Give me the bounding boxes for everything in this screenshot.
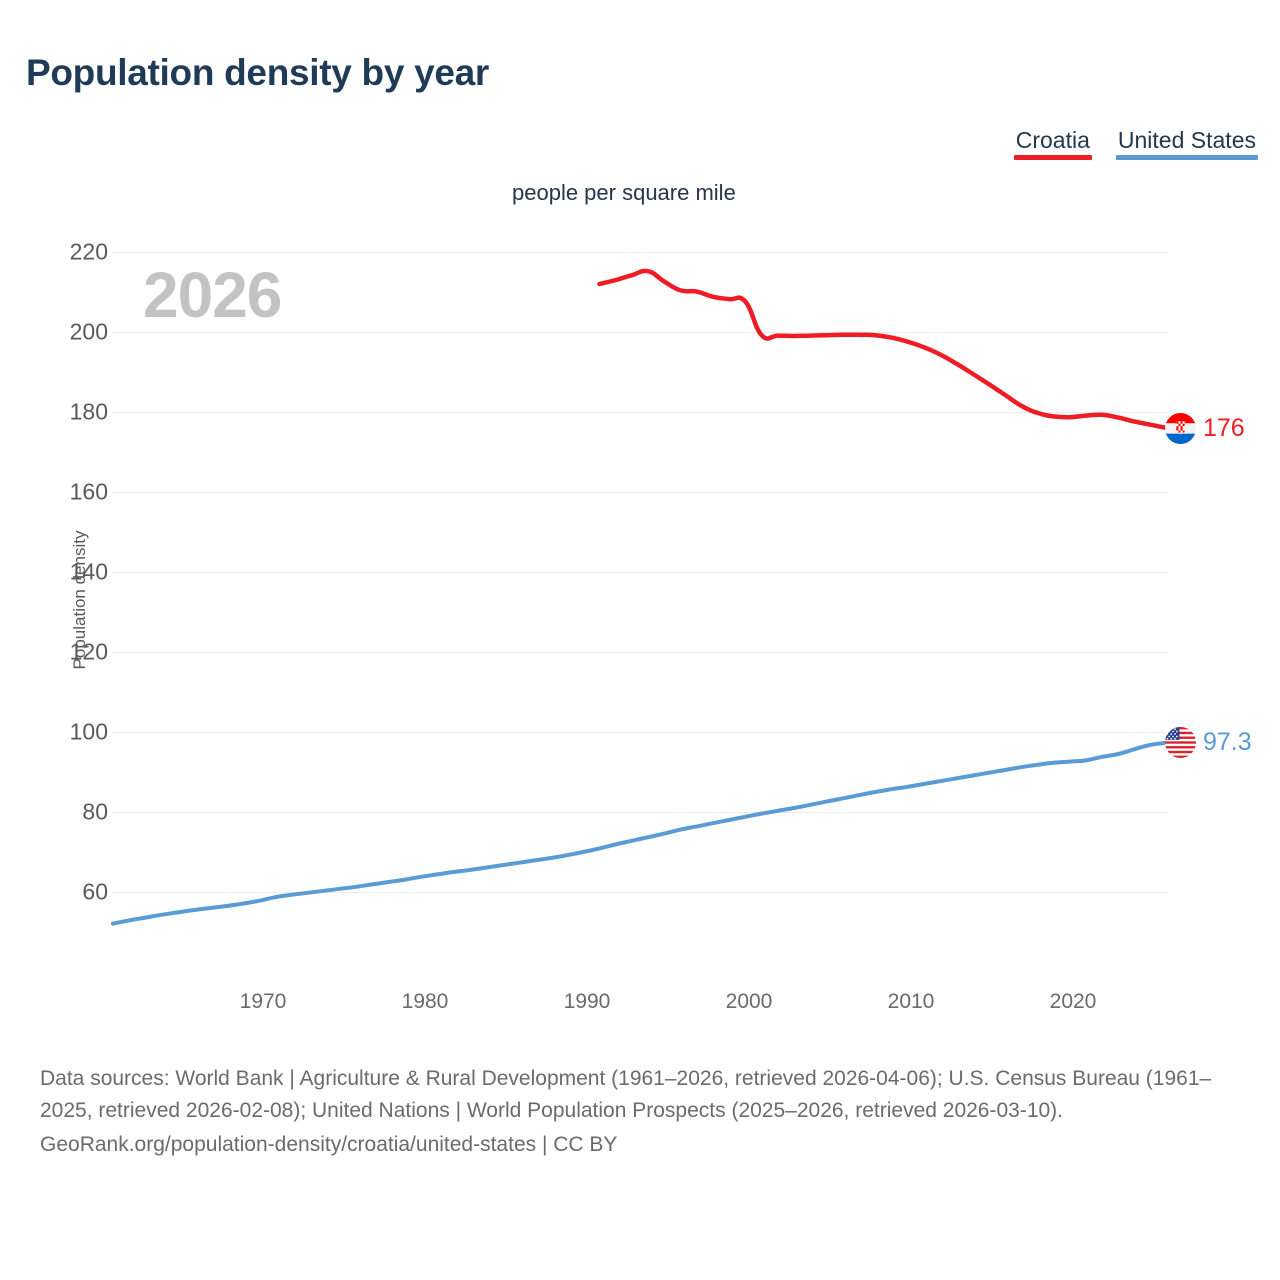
endpoint-value-croatia: 176 [1203,413,1245,442]
x-tick-1970: 1970 [239,990,287,1013]
gridline-100 [113,732,1167,733]
legend-label-united-states: United States [1117,127,1256,153]
footer-url[interactable]: GeoRank.org/population-density/croatia/u… [40,1132,618,1156]
gridline-120 [113,652,1167,653]
x-tick-1990: 1990 [563,990,611,1013]
endpoint-croatia[interactable]: 176 [1165,412,1245,444]
legend-item-croatia[interactable]: Croatia [1013,127,1092,161]
legend-label-croatia: Croatia [1015,127,1090,153]
series-line-croatia [597,268,1170,431]
gridline-140 [113,572,1167,573]
footer-sources: Data sources: World Bank | Agriculture &… [40,1067,1212,1122]
year-watermark: 2026 [143,259,282,331]
gridline-60 [113,892,1167,893]
legend-swatch-united-states [1115,155,1258,161]
y-tick-100: 100 [69,718,108,745]
chart-subtitle: people per square mile [512,180,736,205]
x-tick-2010: 2010 [887,990,935,1013]
gridline-200 [113,332,1167,333]
gridline-180 [113,412,1167,413]
y-tick-80: 80 [82,798,108,825]
y-tick-60: 60 [82,878,108,905]
legend-item-united-states[interactable]: United States [1115,127,1258,161]
endpoint-united-states[interactable]: 97.3 [1165,727,1252,759]
united-states-flag-icon [1165,727,1196,759]
y-tick-220: 220 [69,238,108,265]
y-tick-180: 180 [69,398,108,425]
croatia-flag-icon [1165,412,1196,444]
page-title: Population density by year [26,52,490,93]
gridline-80 [113,812,1167,813]
legend: Croatia United States [1013,127,1258,161]
footer: Data sources: World Bank | Agriculture &… [40,1063,1245,1161]
x-tick-2020: 2020 [1049,990,1097,1013]
legend-swatch-croatia [1013,155,1092,161]
y-tick-120: 120 [69,638,108,665]
x-tick-2000: 2000 [725,990,773,1013]
x-tick-1980: 1980 [401,990,449,1013]
gridline-220 [113,252,1167,253]
y-tick-160: 160 [69,478,108,505]
gridline-160 [113,492,1167,493]
y-tick-200: 200 [69,318,108,345]
endpoint-value-united-states: 97.3 [1203,728,1252,757]
series-line-united-states [111,740,1169,926]
y-tick-140: 140 [69,558,108,585]
plot-area [113,252,1167,932]
